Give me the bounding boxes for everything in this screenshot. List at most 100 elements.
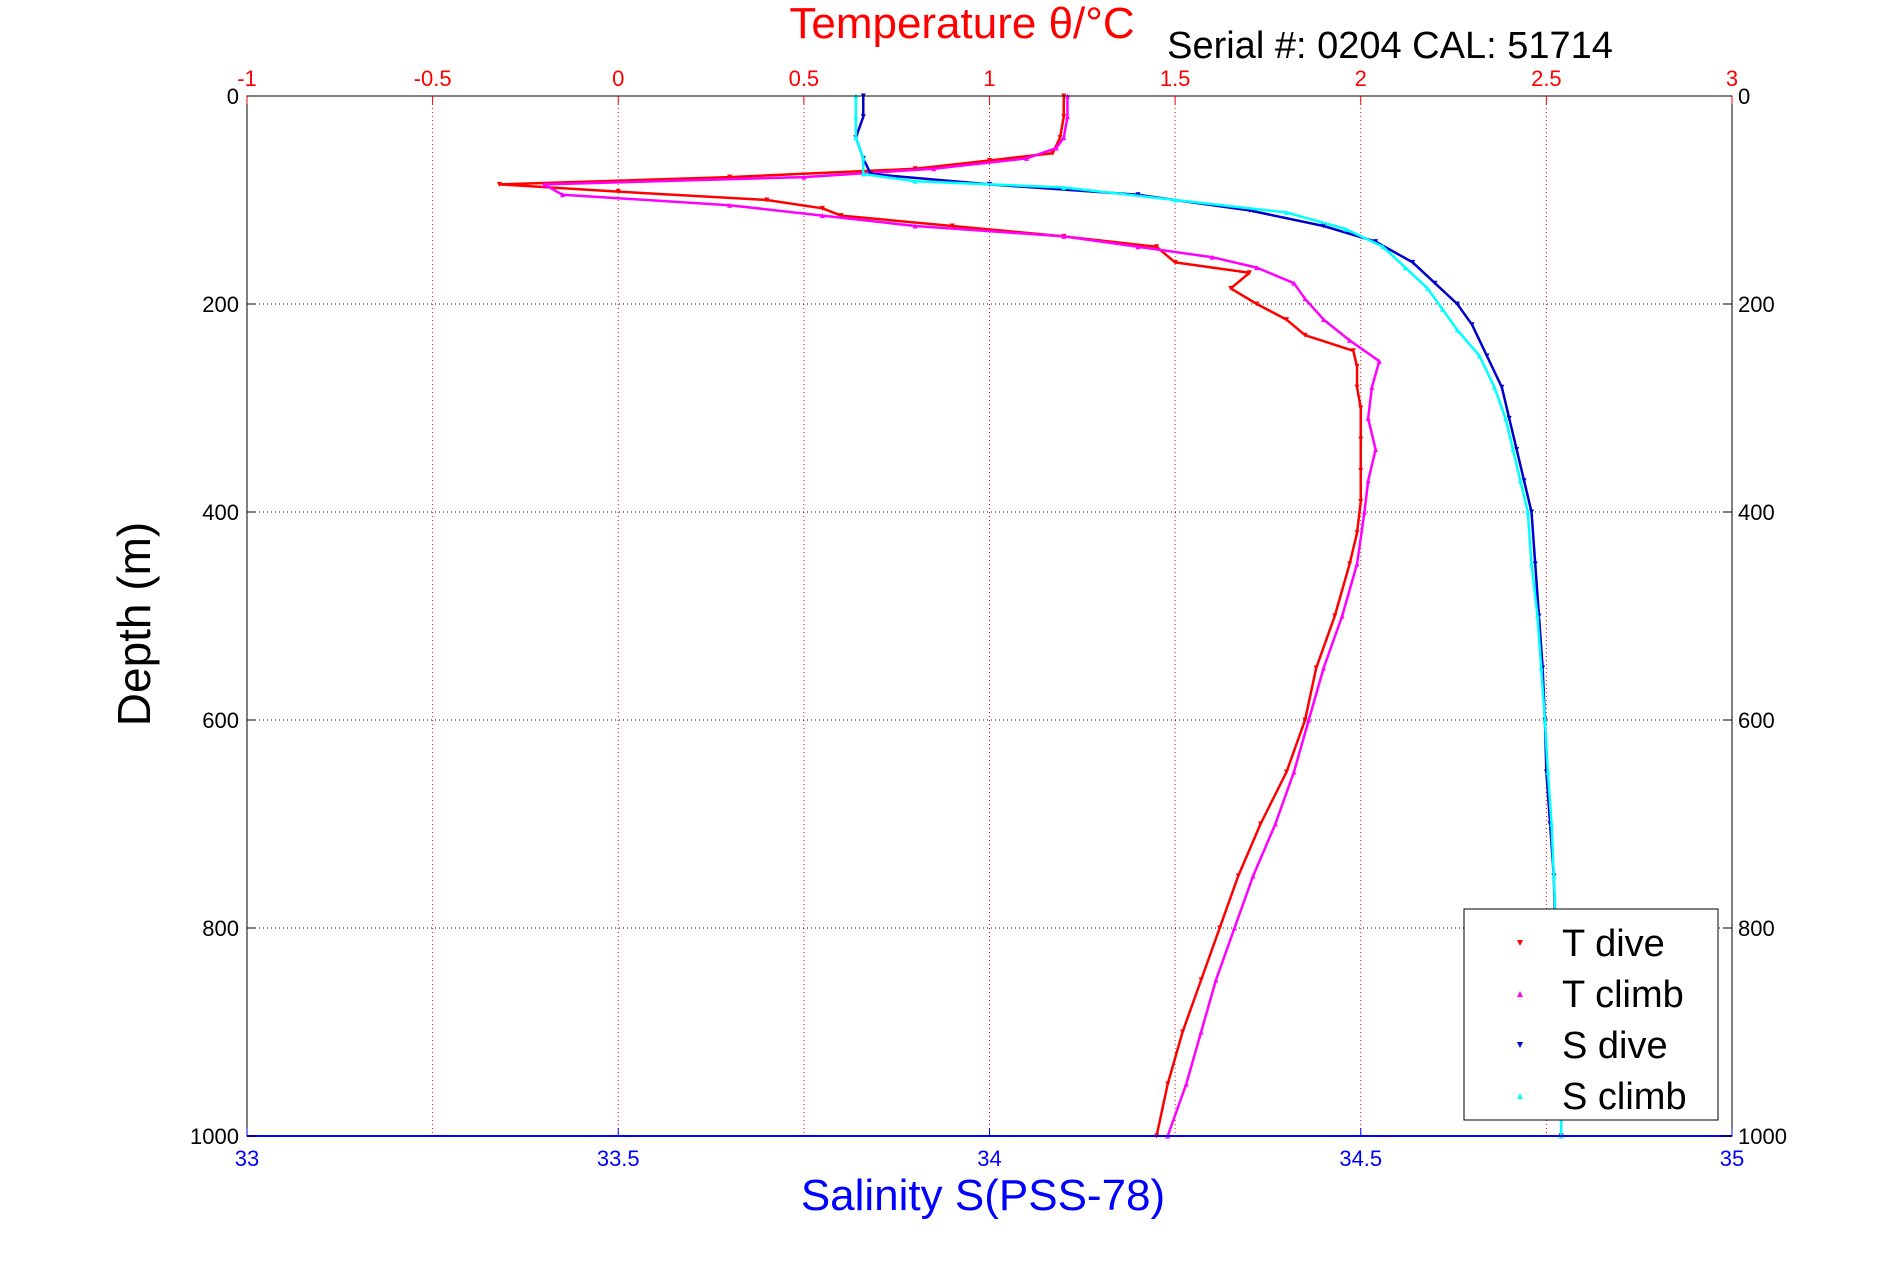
data-point — [1213, 977, 1219, 983]
data-point — [1469, 322, 1475, 328]
data-point — [1343, 226, 1349, 232]
x-top-tick-label: 3 — [1726, 66, 1738, 91]
data-point — [860, 155, 866, 161]
data-point — [1358, 405, 1364, 411]
data-point — [1538, 665, 1544, 671]
data-point — [1024, 155, 1030, 161]
legend-label: S dive — [1562, 1025, 1668, 1067]
x-bottom-tick-label: 35 — [1720, 1146, 1744, 1171]
data-point — [1347, 337, 1353, 343]
x-top-tick-label: 0 — [612, 66, 624, 91]
data-point — [1258, 821, 1264, 827]
data-point — [1172, 259, 1178, 265]
data-point — [1361, 509, 1367, 515]
data-point — [615, 189, 621, 195]
data-point — [912, 223, 918, 229]
data-point — [1306, 717, 1312, 723]
data-point — [727, 202, 733, 208]
chart-subtitle: Serial #: 0204 CAL: 51714 — [1167, 25, 1613, 67]
data-point — [860, 114, 866, 120]
data-point — [1410, 259, 1416, 265]
data-point — [496, 181, 502, 187]
data-point — [1354, 561, 1360, 567]
data-point — [1521, 478, 1527, 484]
y-left-tick-label: 400 — [202, 500, 239, 525]
data-point — [1302, 717, 1308, 723]
data-point — [1529, 561, 1535, 567]
x-top-tick-label: 1.5 — [1160, 66, 1191, 91]
x-top-tick-label: 2.5 — [1531, 66, 1562, 91]
data-point — [1549, 821, 1555, 827]
data-point — [1529, 509, 1535, 515]
data-point — [1350, 348, 1356, 354]
data-point — [1358, 499, 1364, 505]
data-point — [949, 223, 955, 229]
y-right-tick-label: 600 — [1738, 708, 1775, 733]
legend-marker — [1517, 1042, 1523, 1048]
data-point — [1402, 265, 1408, 271]
data-point — [1491, 384, 1497, 390]
data-point — [1053, 145, 1059, 151]
data-point — [1250, 873, 1256, 879]
data-point — [1358, 436, 1364, 442]
data-point — [1517, 478, 1523, 484]
data-point — [541, 181, 547, 187]
data-point — [1235, 873, 1241, 879]
data-point — [1232, 925, 1238, 931]
legend: T dive T climb S dive S climb — [1463, 908, 1719, 1121]
data-point — [1534, 613, 1540, 619]
data-point — [1302, 296, 1308, 302]
data-point — [1484, 353, 1490, 359]
x-top-tick-label: 2 — [1355, 66, 1367, 91]
data-point — [1064, 114, 1070, 120]
data-point — [1499, 384, 1505, 390]
y-left-tick-label: 1000 — [190, 1124, 239, 1149]
data-point — [560, 192, 566, 198]
data-point — [1321, 665, 1327, 671]
y-left-tick-label: 800 — [202, 916, 239, 941]
data-point — [931, 166, 937, 172]
legend-marker — [1517, 940, 1523, 946]
data-point — [1284, 209, 1289, 215]
data-point — [1551, 873, 1557, 879]
x-top-tick-label: -1 — [237, 66, 257, 91]
x-bottom-tick-label: 33 — [235, 1146, 259, 1171]
data-point — [1365, 478, 1371, 484]
data-point — [1432, 280, 1438, 286]
data-point — [1321, 223, 1327, 229]
data-point — [1542, 717, 1548, 723]
y-right-tick-label: 400 — [1738, 500, 1775, 525]
data-point — [1354, 384, 1360, 390]
data-point — [1061, 135, 1067, 141]
data-point — [1061, 114, 1067, 120]
data-point — [1172, 197, 1178, 203]
data-point — [1332, 613, 1338, 619]
data-point — [1376, 358, 1382, 364]
data-point — [1154, 244, 1160, 250]
x-top-tick-label: 1 — [983, 66, 995, 91]
y-right-tick-label: 1000 — [1738, 1124, 1787, 1149]
x-axis-bottom-label: Salinity S(PSS-78) — [801, 1171, 1165, 1220]
data-point — [1209, 254, 1215, 260]
data-point — [1439, 306, 1445, 312]
data-point — [1183, 1081, 1189, 1087]
data-point — [1198, 977, 1204, 983]
data-point — [1354, 530, 1360, 536]
data-point — [1365, 415, 1371, 421]
series-t-climb — [541, 93, 1382, 1139]
data-point — [1545, 769, 1551, 775]
data-point — [853, 114, 859, 120]
y-right-tick-label: 200 — [1738, 292, 1775, 317]
y-left-tick-label: 200 — [202, 292, 239, 317]
chart-title: Temperature θ/°C — [789, 0, 1134, 48]
y-axis-label: Depth (m) — [108, 522, 160, 726]
series-s-climb — [853, 93, 1564, 1139]
data-point — [1373, 239, 1379, 245]
data-point — [819, 213, 825, 219]
data-point — [853, 135, 859, 141]
x-top-tick-label: -0.5 — [414, 66, 452, 91]
legend-marker — [1517, 991, 1523, 997]
data-point — [1321, 317, 1327, 323]
data-point — [838, 213, 844, 219]
data-point — [1454, 301, 1460, 307]
